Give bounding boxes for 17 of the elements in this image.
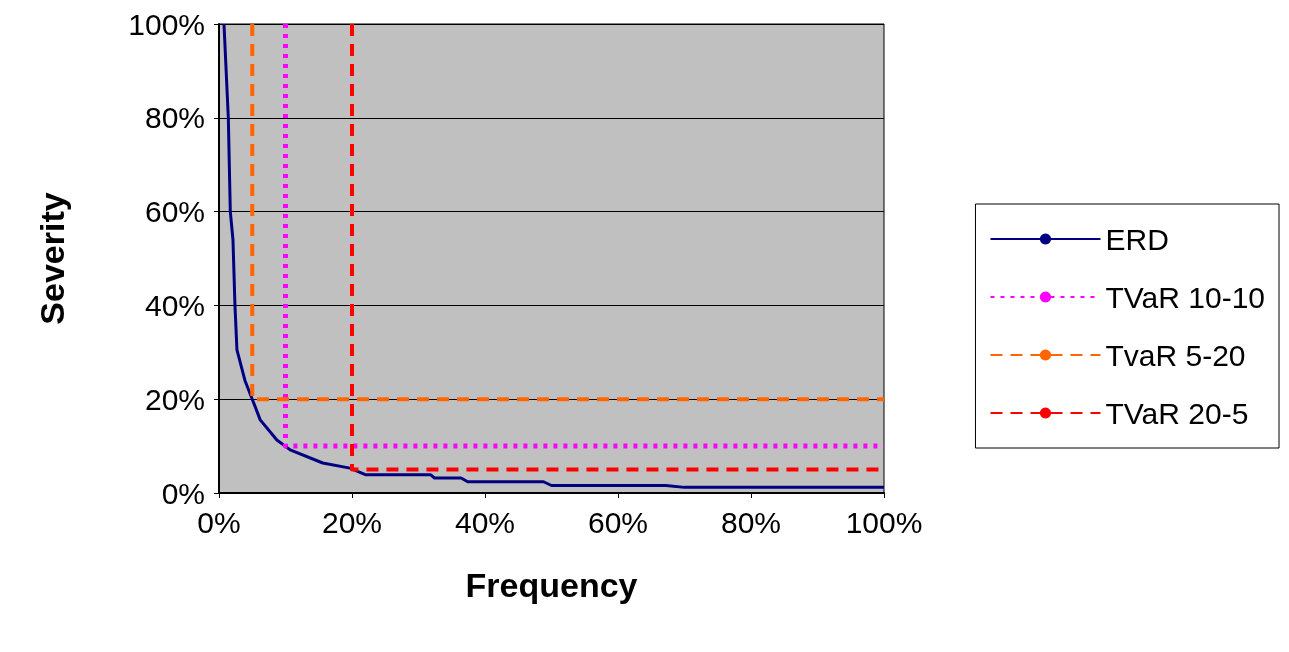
x-tick-label: 100% bbox=[845, 505, 923, 539]
x-axis-title: Frequency bbox=[465, 566, 638, 604]
y-tick-label: 80% bbox=[144, 101, 205, 135]
y-tick-label: 20% bbox=[144, 382, 205, 416]
y-tick-label: 40% bbox=[144, 288, 205, 322]
y-tick-label: 100% bbox=[128, 7, 205, 41]
x-tick-label: 40% bbox=[454, 505, 516, 539]
y-tick-label: 60% bbox=[144, 195, 205, 229]
legend-label: TVaR 10-10 bbox=[1105, 280, 1266, 314]
legend-label: TvaR 5-20 bbox=[1105, 338, 1246, 372]
y-axis-title: Severity bbox=[33, 192, 71, 325]
legend-label: TVaR 20-5 bbox=[1105, 396, 1249, 430]
line-series bbox=[222, 22, 886, 489]
x-tick-label: 20% bbox=[321, 505, 383, 539]
x-tick-label: 80% bbox=[720, 505, 782, 539]
x-tick-label: 60% bbox=[587, 505, 649, 539]
legend-label: ERD bbox=[1105, 222, 1169, 256]
